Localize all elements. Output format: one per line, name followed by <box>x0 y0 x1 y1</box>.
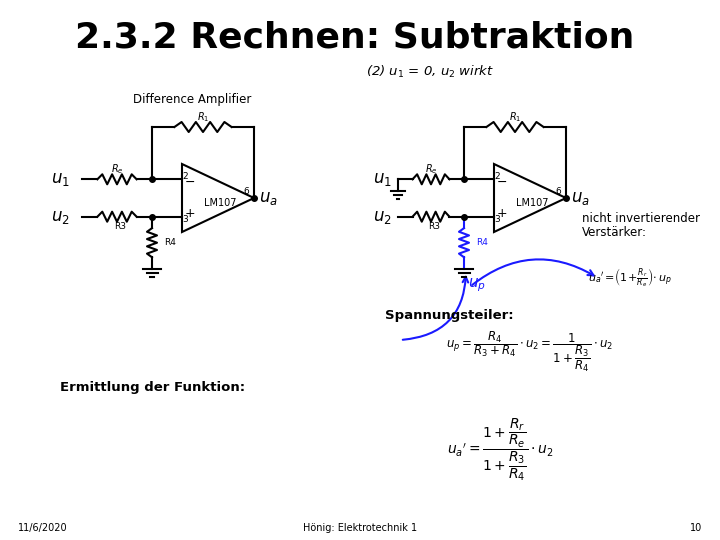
Text: 3: 3 <box>494 214 500 224</box>
Text: +: + <box>185 207 195 220</box>
Text: 2.3.2 Rechnen: Subtraktion: 2.3.2 Rechnen: Subtraktion <box>76 21 635 55</box>
Text: nicht invertierender: nicht invertierender <box>582 212 700 225</box>
Text: R3: R3 <box>428 222 440 231</box>
Text: $u_2$: $u_2$ <box>373 208 392 226</box>
FancyArrowPatch shape <box>402 277 468 340</box>
Text: $u_a$: $u_a$ <box>571 189 590 207</box>
Text: −: − <box>497 176 508 189</box>
Text: 2: 2 <box>494 172 500 181</box>
Text: 10: 10 <box>690 523 702 533</box>
Text: $u_a{}' = \dfrac{1+\dfrac{R_r}{R_e}}{1+\dfrac{R_3}{R_4}}\cdot u_2$: $u_a{}' = \dfrac{1+\dfrac{R_r}{R_e}}{1+\… <box>446 417 554 483</box>
Text: $R_1$: $R_1$ <box>197 110 210 124</box>
Text: $u_p = \dfrac{R_4}{R_3+R_4}\cdot u_2 = \dfrac{1}{1+\dfrac{R_3}{R_4}}\cdot u_2$: $u_p = \dfrac{R_4}{R_3+R_4}\cdot u_2 = \… <box>446 329 613 374</box>
Text: Difference Amplifier: Difference Amplifier <box>132 93 251 106</box>
Text: Spannungsteiler:: Spannungsteiler: <box>385 308 513 321</box>
FancyArrowPatch shape <box>472 259 593 285</box>
Text: 6: 6 <box>243 187 249 195</box>
Text: Hönig: Elektrotechnik 1: Hönig: Elektrotechnik 1 <box>303 523 417 533</box>
Text: $R_e$: $R_e$ <box>425 163 437 176</box>
Text: R4: R4 <box>476 238 488 247</box>
Text: 3: 3 <box>182 214 188 224</box>
Text: Ermittlung der Funktion:: Ermittlung der Funktion: <box>60 381 245 395</box>
Text: $u_a$: $u_a$ <box>259 189 278 207</box>
Text: −: − <box>185 176 195 189</box>
Text: $R_1$: $R_1$ <box>509 110 521 124</box>
Text: 6: 6 <box>555 187 561 195</box>
Text: Verstärker:: Verstärker: <box>582 226 647 239</box>
Text: R4: R4 <box>164 238 176 247</box>
Text: $u_1$: $u_1$ <box>373 170 392 188</box>
Text: R3: R3 <box>114 222 126 231</box>
Text: $u_p$: $u_p$ <box>468 276 486 294</box>
Text: (2) $u_1$ = 0, $u_2$ wirkt: (2) $u_1$ = 0, $u_2$ wirkt <box>366 64 494 80</box>
Text: $u_1$: $u_1$ <box>51 170 70 188</box>
Text: +: + <box>497 207 508 220</box>
Text: LM107: LM107 <box>516 198 548 208</box>
Text: LM107: LM107 <box>204 198 236 208</box>
Text: $R_e$: $R_e$ <box>111 163 123 176</box>
Text: $u_a{}' = \!\left(1\!+\!\frac{R_r}{R_e}\right)\!\cdot u_p$: $u_a{}' = \!\left(1\!+\!\frac{R_r}{R_e}\… <box>588 266 672 289</box>
Text: 2: 2 <box>182 172 188 181</box>
Text: 11/6/2020: 11/6/2020 <box>18 523 68 533</box>
Text: $u_2$: $u_2$ <box>51 208 70 226</box>
